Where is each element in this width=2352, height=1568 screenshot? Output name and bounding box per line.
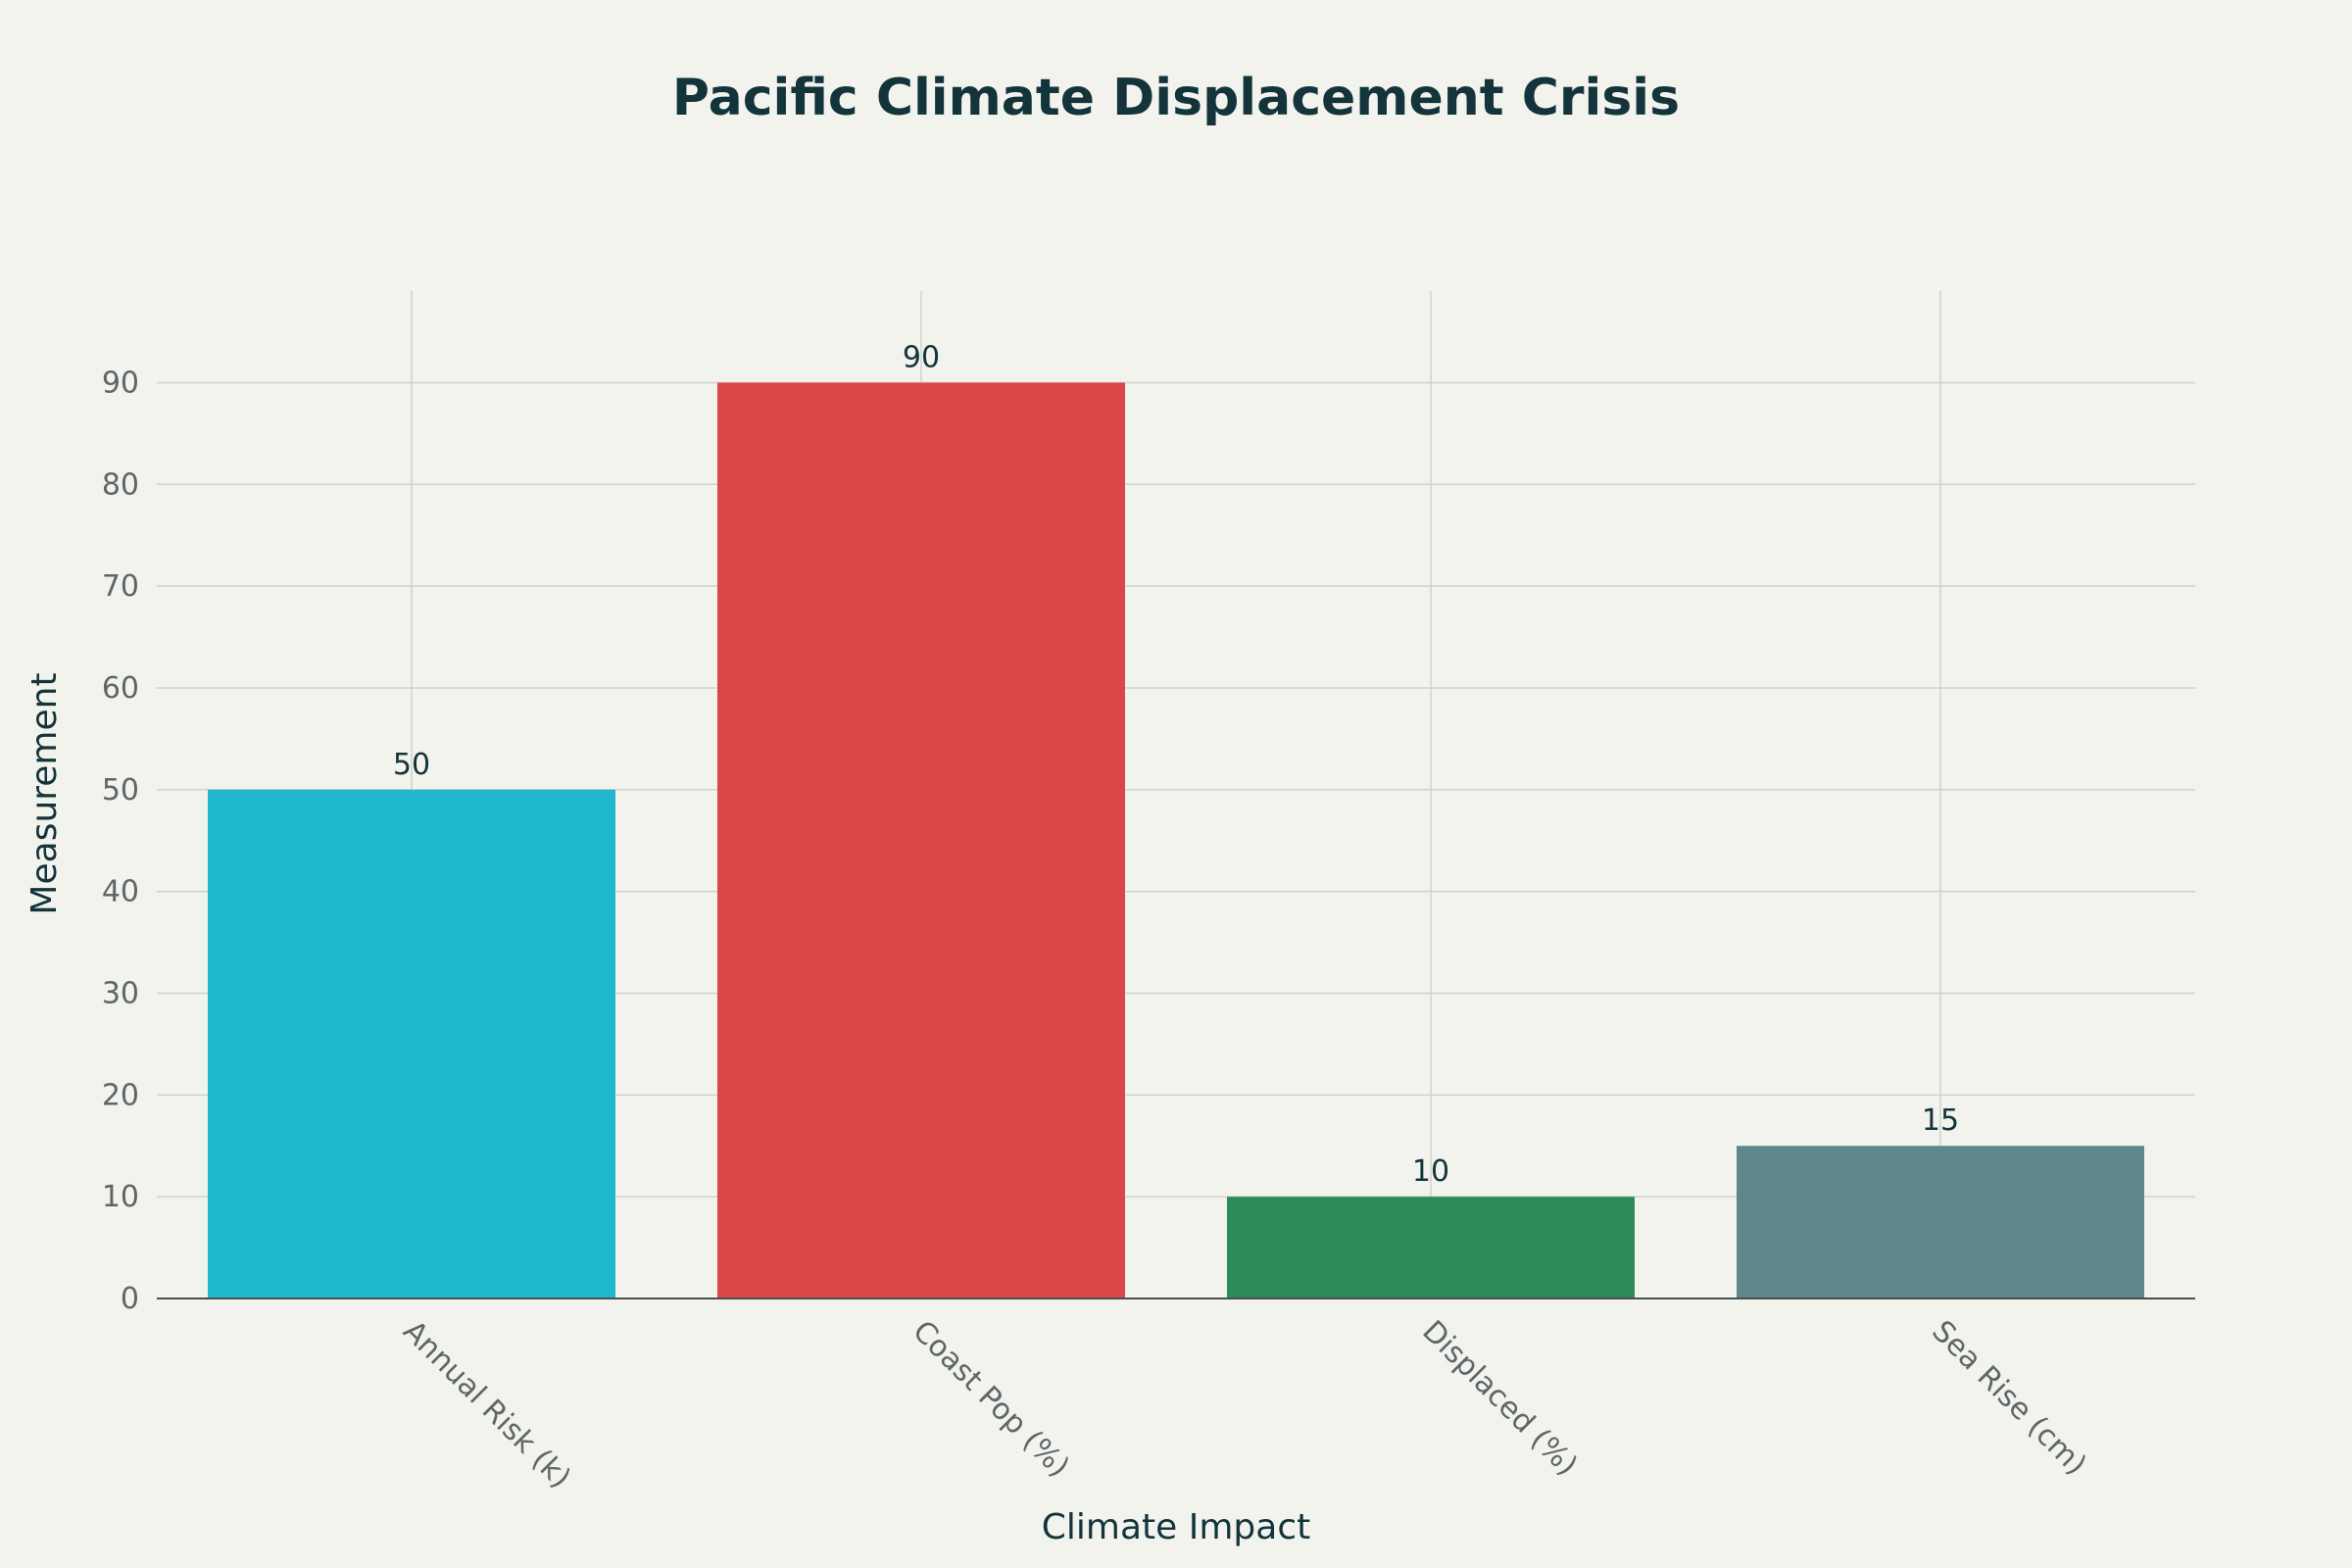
- x-tick-label: Sea Rise (cm): [1925, 1314, 2092, 1482]
- y-tick-label: 60: [102, 671, 139, 706]
- x-tick-label: Coast Pop (%): [906, 1314, 1076, 1485]
- bar: [1227, 1197, 1635, 1298]
- y-tick-label: 80: [102, 467, 139, 502]
- y-tick-label: 30: [102, 976, 139, 1010]
- bar-value-label: 50: [393, 748, 430, 782]
- y-tick-label: 50: [102, 773, 139, 808]
- y-axis-ticks: 0 10 20 30 40 50 60 70 80 90: [102, 366, 139, 1316]
- data-labels: 50 90 10 15: [393, 340, 1959, 1189]
- y-tick-label: 10: [102, 1180, 139, 1214]
- y-tick-label: 0: [121, 1282, 139, 1316]
- y-axis-title: Measurement: [24, 672, 65, 914]
- vertical-gridlines: [411, 291, 1941, 1298]
- y-tick-label: 90: [102, 366, 139, 400]
- x-axis-title: Climate Impact: [1042, 1507, 1310, 1547]
- bar-value-label: 90: [903, 340, 940, 374]
- bar-series: [208, 382, 2144, 1298]
- bar: [1737, 1146, 2144, 1298]
- bar-value-label: 10: [1412, 1154, 1449, 1189]
- x-tick-label: Displaced (%): [1415, 1314, 1584, 1483]
- bar: [717, 382, 1125, 1298]
- y-tick-label: 20: [102, 1078, 139, 1112]
- x-axis-ticks: Annual Risk (k) Coast Pop (%) Displaced (%…: [396, 1314, 2092, 1495]
- y-tick-label: 70: [102, 569, 139, 604]
- y-tick-label: 40: [102, 875, 139, 909]
- x-tick-label: Annual Risk (k): [396, 1314, 577, 1495]
- bar: [208, 789, 615, 1298]
- bar-value-label: 15: [1922, 1103, 1959, 1138]
- chart-title: Pacific Climate Displacement Crisis: [672, 69, 1680, 127]
